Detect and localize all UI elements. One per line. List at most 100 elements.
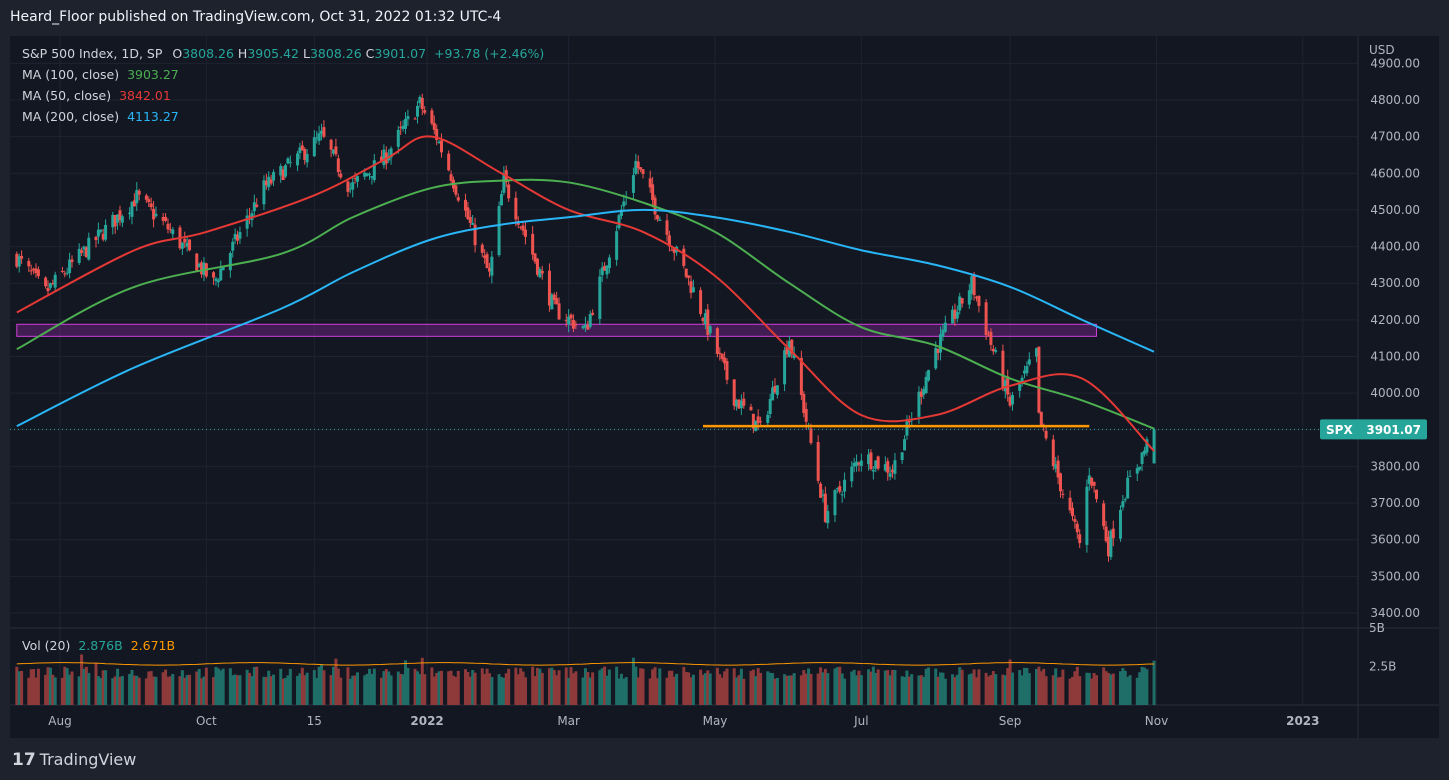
volume-bar [60, 677, 64, 705]
candle-body [32, 268, 36, 271]
volume-bar [886, 670, 890, 705]
volume-bar [111, 678, 115, 705]
volume-bar [152, 676, 156, 705]
volume-bar [936, 676, 940, 705]
volume-bar [420, 657, 424, 705]
candle-body [365, 173, 369, 177]
candle-body [989, 331, 993, 345]
candle-body [255, 204, 259, 207]
volume-bar [1035, 668, 1039, 705]
candle-body [101, 233, 105, 240]
volume-bar [571, 673, 575, 705]
volume-bar [533, 676, 537, 705]
volume-bar [622, 678, 626, 705]
chart-frame[interactable] [10, 36, 1439, 738]
volume-bar [624, 677, 628, 705]
axes: 4900.00 4800.00 4700.00 4600.00 4500.00 4400.… [48, 43, 1420, 728]
candle-body [363, 172, 367, 177]
candle-body [835, 488, 839, 490]
volume-bar [1073, 671, 1077, 705]
volume-bar [387, 671, 391, 705]
chart-legend: S&P 500 Index, 1D, SP O3808.26 H3905.42 … [22, 43, 544, 127]
ma200-value: 4113.27 [127, 109, 179, 124]
candle-body [432, 123, 436, 130]
volume-bar [168, 676, 172, 705]
volume-bar [1145, 669, 1149, 705]
candle-body [919, 391, 923, 397]
candle-body [617, 215, 621, 228]
candle-body [80, 250, 84, 253]
candle-body [855, 461, 859, 466]
volume-bar [161, 672, 165, 705]
currency-label: USD [1369, 43, 1395, 57]
volume-bar [833, 668, 837, 705]
volume-bar [852, 669, 856, 705]
candle-body [783, 350, 787, 385]
volume-bar [1087, 672, 1091, 705]
candle-body [1006, 376, 1010, 395]
candle-body [1011, 395, 1015, 405]
volume-bar [380, 677, 384, 705]
volume-bar [939, 672, 943, 705]
candle-body [1037, 346, 1041, 413]
volume-bar [370, 674, 374, 705]
candle-body [535, 258, 539, 275]
publisher-title: Heard_Floor published on TradingView.com… [10, 9, 502, 25]
candle-body [1109, 530, 1113, 558]
candle-body [332, 149, 336, 154]
candle-body [634, 161, 638, 174]
volume-bar [312, 670, 316, 705]
candle-body [670, 249, 674, 251]
volume-bar [1044, 676, 1048, 705]
volume-bar [99, 678, 103, 705]
volume-legend: Vol (20) 2.876B 2.671B [22, 638, 175, 653]
candle-body [356, 176, 360, 182]
price-tick-label: 4100.00 [1370, 350, 1420, 364]
volume-bar [34, 677, 38, 705]
candle-body [403, 118, 407, 129]
candle-body [888, 473, 892, 477]
volume-bar [15, 666, 19, 705]
candle-body [715, 328, 719, 355]
candle-body [631, 175, 635, 193]
candle-body [598, 276, 602, 319]
volume-bar [118, 676, 122, 705]
volume-bar [36, 668, 40, 705]
volume-bar [739, 668, 743, 705]
volume-bar [68, 674, 72, 705]
symbol-label: S&P 500 Index, 1D, SP [22, 46, 163, 61]
volume-bar [1054, 668, 1058, 705]
candle-body [540, 270, 544, 274]
volume-bar [473, 672, 477, 705]
volume-bar [720, 677, 724, 705]
candle-body [188, 239, 192, 251]
volume-bar [514, 667, 518, 705]
brand-name: TradingView [39, 750, 137, 769]
tradingview-logo[interactable]: 17 TradingView [12, 750, 136, 770]
volume-bar [365, 673, 369, 705]
candle-body [531, 233, 535, 255]
volume-bar [569, 667, 573, 705]
candle-body [1142, 450, 1146, 455]
volume-bar [1061, 669, 1065, 705]
volume-bar [934, 668, 938, 705]
volume-bar [147, 671, 151, 705]
candle-body [279, 166, 283, 176]
volume-bar [756, 668, 760, 705]
candle-body [288, 162, 292, 164]
volume-bar [286, 675, 290, 705]
volume-bar [891, 669, 895, 705]
volume-bar [1118, 671, 1122, 705]
volume-bar [725, 668, 729, 705]
volume-bar [356, 672, 360, 705]
price-tick-label: 4700.00 [1370, 130, 1420, 144]
volume-bar [943, 678, 947, 705]
candle-body [439, 140, 443, 153]
candle-body [588, 314, 592, 327]
volume-bar [233, 674, 237, 705]
volume-bar [487, 673, 491, 705]
candle-body [315, 137, 319, 139]
candle-body [372, 160, 376, 180]
candle-body [975, 296, 979, 299]
